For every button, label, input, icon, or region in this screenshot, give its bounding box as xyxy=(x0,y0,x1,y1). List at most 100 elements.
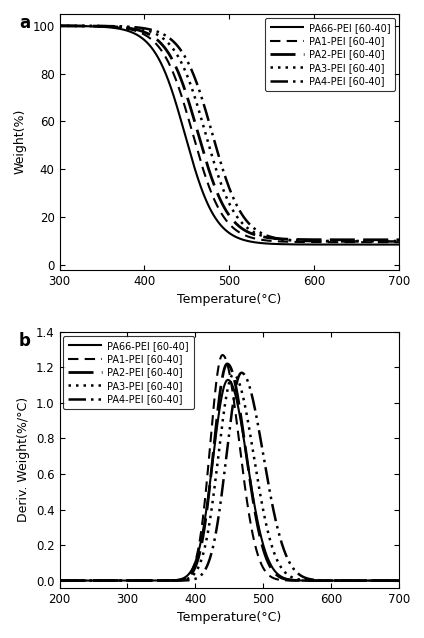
Y-axis label: Weight(%): Weight(%) xyxy=(14,109,27,174)
PA66-PEI [60-40] xyxy=(187,569,192,577)
Line: PA1-PEI [60-40]: PA1-PEI [60-40] xyxy=(59,355,399,581)
PA2-PEI [60-40] xyxy=(353,236,358,244)
PA2-PEI [60-40] xyxy=(396,577,402,584)
PA2-PEI [60-40] xyxy=(187,572,192,580)
PA4-PEI [60-40] xyxy=(396,237,402,245)
PA2-PEI [60-40] xyxy=(57,22,62,30)
PA3-PEI [60-40] xyxy=(57,577,62,584)
PA4-PEI [60-40] xyxy=(96,22,101,30)
PA3-PEI [60-40] xyxy=(116,23,121,31)
PA66-PEI [60-40] xyxy=(57,22,62,30)
PA4-PEI [60-40] xyxy=(57,577,62,584)
PA2-PEI [60-40] xyxy=(390,236,395,244)
PA66-PEI [60-40] xyxy=(57,577,62,584)
PA3-PEI [60-40] xyxy=(353,577,358,584)
PA66-PEI [60-40] xyxy=(396,241,402,248)
Line: PA4-PEI [60-40]: PA4-PEI [60-40] xyxy=(59,373,399,581)
PA2-PEI [60-40] xyxy=(96,22,101,30)
PA4-PEI [60-40] xyxy=(57,22,62,30)
PA2-PEI [60-40] xyxy=(390,577,395,584)
PA1-PEI [60-40] xyxy=(57,577,62,584)
PA1-PEI [60-40] xyxy=(396,577,402,584)
PA4-PEI [60-40] xyxy=(187,62,192,70)
PA4-PEI [60-40] xyxy=(390,577,395,584)
PA66-PEI [60-40] xyxy=(116,25,121,33)
PA3-PEI [60-40] xyxy=(396,577,402,584)
PA1-PEI [60-40] xyxy=(187,570,192,578)
PA3-PEI [60-40] xyxy=(231,371,236,378)
PA3-PEI [60-40] xyxy=(353,237,358,245)
PA1-PEI [60-40] xyxy=(116,577,121,584)
PA4-PEI [60-40] xyxy=(202,567,207,575)
PA3-PEI [60-40] xyxy=(396,237,402,245)
PA1-PEI [60-40] xyxy=(202,170,207,177)
PA1-PEI [60-40] xyxy=(353,577,358,584)
Line: PA3-PEI [60-40]: PA3-PEI [60-40] xyxy=(59,26,399,241)
Line: PA1-PEI [60-40]: PA1-PEI [60-40] xyxy=(59,26,399,242)
PA2-PEI [60-40] xyxy=(202,152,207,160)
PA1-PEI [60-40] xyxy=(57,22,62,30)
PA2-PEI [60-40] xyxy=(96,577,101,584)
Text: b: b xyxy=(19,332,31,350)
PA1-PEI [60-40] xyxy=(390,239,395,246)
PA66-PEI [60-40] xyxy=(96,577,101,584)
PA4-PEI [60-40] xyxy=(202,103,207,110)
PA66-PEI [60-40] xyxy=(116,577,121,584)
Legend: PA66-PEI [60-40], PA1-PEI [60-40], PA2-PEI [60-40], PA3-PEI [60-40], PA4-PEI [60: PA66-PEI [60-40], PA1-PEI [60-40], PA2-P… xyxy=(265,18,395,91)
Y-axis label: Deriv. Weight(%/°C): Deriv. Weight(%/°C) xyxy=(17,397,31,523)
PA3-PEI [60-40] xyxy=(202,545,207,553)
Line: PA66-PEI [60-40]: PA66-PEI [60-40] xyxy=(59,380,399,581)
PA2-PEI [60-40] xyxy=(57,577,62,584)
Line: PA3-PEI [60-40]: PA3-PEI [60-40] xyxy=(59,375,399,581)
Legend: PA66-PEI [60-40], PA1-PEI [60-40], PA2-PEI [60-40], PA3-PEI [60-40], PA4-PEI [60: PA66-PEI [60-40], PA1-PEI [60-40], PA2-P… xyxy=(64,336,194,409)
PA1-PEI [60-40] xyxy=(202,501,207,508)
PA66-PEI [60-40] xyxy=(96,23,101,31)
PA4-PEI [60-40] xyxy=(116,22,121,30)
PA4-PEI [60-40] xyxy=(239,369,244,376)
PA1-PEI [60-40] xyxy=(187,119,192,127)
PA66-PEI [60-40] xyxy=(202,519,207,526)
PA3-PEI [60-40] xyxy=(390,577,395,584)
PA4-PEI [60-40] xyxy=(396,577,402,584)
PA4-PEI [60-40] xyxy=(116,577,121,584)
PA1-PEI [60-40] xyxy=(96,577,101,584)
PA1-PEI [60-40] xyxy=(96,22,101,30)
PA1-PEI [60-40] xyxy=(220,351,225,359)
PA4-PEI [60-40] xyxy=(187,576,192,584)
PA1-PEI [60-40] xyxy=(390,577,395,584)
PA66-PEI [60-40] xyxy=(353,241,358,248)
X-axis label: Temperature(°C): Temperature(°C) xyxy=(177,611,282,624)
PA3-PEI [60-40] xyxy=(96,22,101,30)
PA66-PEI [60-40] xyxy=(187,147,192,155)
PA1-PEI [60-40] xyxy=(116,24,121,31)
PA3-PEI [60-40] xyxy=(96,577,101,584)
X-axis label: Temperature(°C): Temperature(°C) xyxy=(177,293,282,306)
PA3-PEI [60-40] xyxy=(390,237,395,245)
PA2-PEI [60-40] xyxy=(116,23,121,31)
PA3-PEI [60-40] xyxy=(187,78,192,86)
Line: PA66-PEI [60-40]: PA66-PEI [60-40] xyxy=(59,26,399,244)
PA4-PEI [60-40] xyxy=(353,577,358,584)
Line: PA2-PEI [60-40]: PA2-PEI [60-40] xyxy=(59,364,399,581)
PA66-PEI [60-40] xyxy=(226,376,231,383)
PA3-PEI [60-40] xyxy=(116,577,121,584)
PA4-PEI [60-40] xyxy=(390,237,395,245)
PA66-PEI [60-40] xyxy=(353,577,358,584)
PA66-PEI [60-40] xyxy=(396,577,402,584)
PA66-PEI [60-40] xyxy=(390,577,395,584)
Line: PA4-PEI [60-40]: PA4-PEI [60-40] xyxy=(59,26,399,241)
PA4-PEI [60-40] xyxy=(353,237,358,245)
PA2-PEI [60-40] xyxy=(116,577,121,584)
PA1-PEI [60-40] xyxy=(396,239,402,246)
PA2-PEI [60-40] xyxy=(353,577,358,584)
PA66-PEI [60-40] xyxy=(202,193,207,200)
Line: PA2-PEI [60-40]: PA2-PEI [60-40] xyxy=(59,26,399,240)
PA3-PEI [60-40] xyxy=(202,126,207,133)
Text: a: a xyxy=(19,14,30,32)
PA2-PEI [60-40] xyxy=(202,524,207,531)
PA2-PEI [60-40] xyxy=(396,236,402,244)
PA1-PEI [60-40] xyxy=(353,239,358,246)
PA2-PEI [60-40] xyxy=(225,360,230,367)
PA2-PEI [60-40] xyxy=(187,101,192,108)
PA4-PEI [60-40] xyxy=(96,577,101,584)
